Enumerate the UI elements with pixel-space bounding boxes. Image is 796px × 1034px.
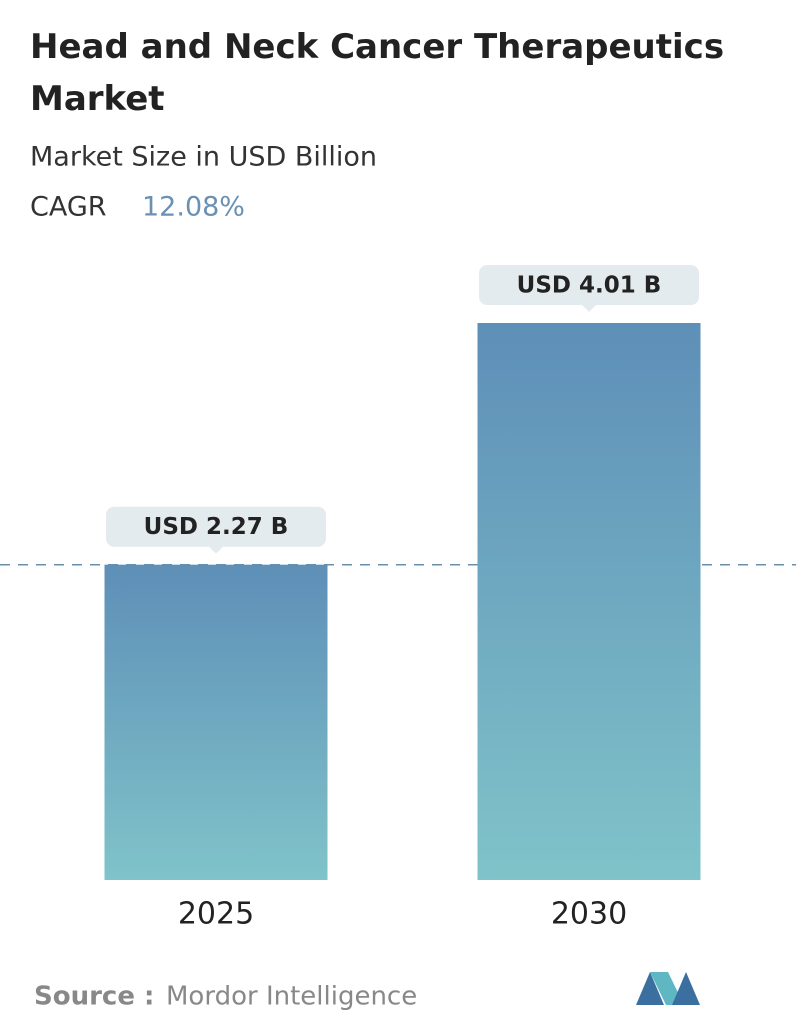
chart-title: Head and Neck Cancer Therapeutics Market	[30, 27, 724, 119]
logo	[636, 972, 700, 1005]
value-label-pointer	[208, 545, 224, 554]
cagr-value: 12.08%	[142, 192, 245, 223]
bar	[477, 323, 701, 880]
value-label-box	[106, 506, 326, 547]
x-tick-label: 2030	[551, 897, 627, 932]
title-line: Market	[30, 79, 165, 119]
value-label: USD 4.01 B	[517, 273, 662, 299]
source-label: Source :	[34, 982, 154, 1012]
title-line: Head and Neck Cancer Therapeutics	[30, 27, 724, 67]
source: Mordor Intelligence	[166, 982, 417, 1012]
value-label-pointer	[581, 304, 597, 312]
cagr-label: CAGR	[30, 192, 107, 223]
chart-subtitle: Market Size in USD Billion	[30, 142, 377, 173]
x-tick-label: 2025	[178, 897, 254, 932]
bar	[104, 564, 328, 880]
value-label-box	[479, 265, 699, 305]
value-label: USD 2.27 B	[144, 514, 289, 540]
